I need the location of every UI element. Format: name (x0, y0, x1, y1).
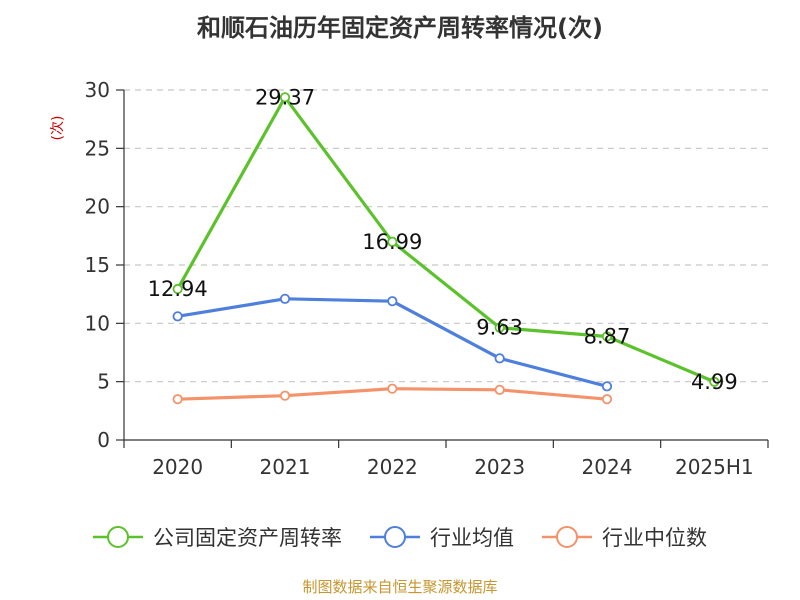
y-axis-label: (次) (50, 116, 66, 141)
data-label: 9.63 (476, 316, 523, 340)
legend-item: 公司固定资产周转率 (93, 526, 342, 550)
data-point (172, 311, 183, 322)
data-point (387, 296, 398, 307)
y-tick-label: 10 (85, 311, 110, 335)
gridlines (124, 89, 768, 383)
legend-label: 公司固定资产周转率 (153, 526, 342, 550)
data-point (387, 236, 398, 247)
series-line (176, 95, 715, 384)
series-lines (172, 92, 720, 405)
y-tick-label: 25 (85, 136, 110, 160)
data-point (709, 376, 720, 387)
data-point (494, 384, 505, 395)
data-point (172, 394, 183, 405)
data-point (494, 353, 505, 364)
x-tick-label: 2021 (260, 455, 311, 479)
x-tick-label: 2023 (474, 455, 525, 479)
data-label: 8.87 (584, 325, 631, 349)
x-tick-label: 2022 (367, 455, 418, 479)
data-point (601, 381, 613, 392)
axes: 0 5 10 15 20 25 30 2020 2021 2022 2023 2024 2025H1 (85, 78, 769, 479)
data-point (601, 331, 613, 342)
data-point (172, 283, 183, 295)
data-point (279, 390, 291, 401)
data-label: 16.99 (362, 230, 422, 254)
legend-label: 行业中位数 (602, 526, 707, 550)
series-line (177, 297, 608, 388)
y-tick-label: 30 (85, 78, 110, 102)
y-tick-label: 20 (85, 195, 110, 219)
chart-title: 和顺石油历年固定资产周转率情况(次) (197, 14, 603, 42)
legend-label: 行业均值 (430, 526, 514, 550)
y-tick-label: 5 (97, 370, 110, 394)
legend-item: 行业均值 (370, 526, 514, 550)
y-tick-label: 0 (97, 428, 110, 452)
data-labels: 12.94 29.37 16.99 9.63 8.87 4.99 (148, 85, 738, 393)
legend-swatch-marker (384, 526, 406, 548)
data-point (601, 394, 613, 405)
x-tick-label: 2020 (152, 455, 203, 479)
data-point (279, 293, 291, 304)
data-point (279, 92, 291, 103)
data-point (494, 322, 505, 333)
source-note: 制图数据来自恒生聚源数据库 (302, 578, 497, 596)
y-tick-label: 15 (85, 253, 110, 277)
legend-item: 行业中位数 (542, 526, 707, 550)
legend: 公司固定资产周转率 行业均值 行业中位数 (93, 526, 707, 550)
data-label: 12.94 (148, 277, 208, 301)
data-point (387, 383, 398, 394)
legend-swatch-marker (107, 526, 129, 548)
legend-swatch-marker (556, 526, 578, 548)
data-label: 4.99 (691, 370, 738, 394)
data-label: 29.37 (255, 85, 315, 109)
x-tick-label: 2024 (582, 455, 633, 479)
x-tick-label: 2025H1 (675, 455, 754, 479)
